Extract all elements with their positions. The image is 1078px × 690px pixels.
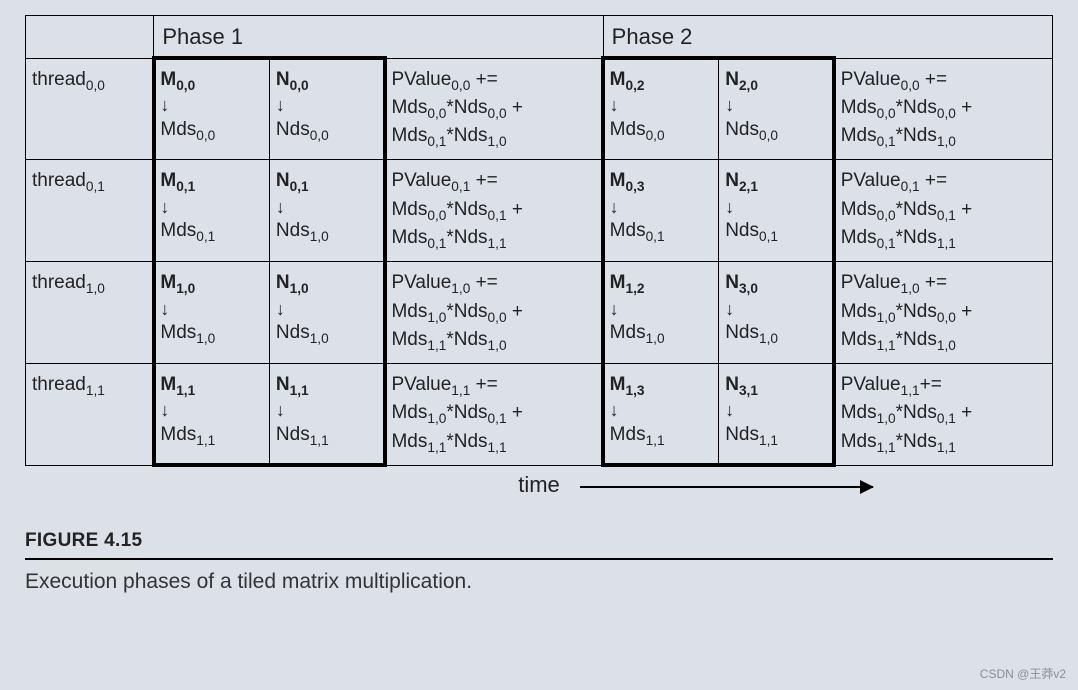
figure-caption: Execution phases of a tiled matrix multi… — [25, 570, 1053, 594]
time-arrow — [580, 486, 873, 488]
phase1-pvalue-cell: PValue0,0 +=Mds0,0*Nds0,0 +Mds0,1*Nds1,0 — [385, 58, 603, 160]
phase1-n-cell: N1,1↓Nds1,1 — [269, 364, 385, 466]
phase2-m-cell: M1,3↓Mds1,1 — [603, 364, 719, 466]
figure-label: FIGURE 4.15 — [25, 530, 1053, 560]
time-axis: time — [25, 472, 1053, 502]
phase2-pvalue-cell: PValue0,0 +=Mds0,0*Nds0,0 +Mds0,1*Nds1,0 — [834, 58, 1052, 160]
phase1-header: Phase 1 — [154, 16, 603, 59]
phase2-n-cell: N2,1↓Nds0,1 — [719, 160, 835, 262]
phase1-m-cell: M1,1↓Mds1,1 — [154, 364, 270, 466]
phase2-n-cell: N2,0↓Nds0,0 — [719, 58, 835, 160]
phase1-pvalue-cell: PValue1,0 +=Mds1,0*Nds0,0 +Mds1,1*Nds1,0 — [385, 262, 603, 364]
phase2-m-cell: M0,3↓Mds0,1 — [603, 160, 719, 262]
thread-label: thread0,0 — [26, 58, 154, 160]
header-blank — [26, 16, 154, 59]
figure-container: Phase 1 Phase 2 thread0,0M0,0↓Mds0,0N0,0… — [25, 15, 1053, 502]
phase1-n-cell: N0,0↓Nds0,0 — [269, 58, 385, 160]
phase2-m-cell: M1,2↓Mds1,0 — [603, 262, 719, 364]
thread-label: thread0,1 — [26, 160, 154, 262]
phase2-pvalue-cell: PValue1,1+=Mds1,0*Nds0,1 +Mds1,1*Nds1,1 — [834, 364, 1052, 466]
phase1-pvalue-cell: PValue1,1 +=Mds1,0*Nds0,1 +Mds1,1*Nds1,1 — [385, 364, 603, 466]
time-label: time — [518, 472, 560, 498]
header-row: Phase 1 Phase 2 — [26, 16, 1053, 59]
phase2-pvalue-cell: PValue0,1 +=Mds0,0*Nds0,1 +Mds0,1*Nds1,1 — [834, 160, 1052, 262]
phase1-pvalue-cell: PValue0,1 +=Mds0,0*Nds0,1 +Mds0,1*Nds1,1 — [385, 160, 603, 262]
watermark: CSDN @王莽v2 — [980, 665, 1066, 682]
table-row: thread0,1M0,1↓Mds0,1N0,1↓Nds1,0PValue0,1… — [26, 160, 1053, 262]
phase2-n-cell: N3,0↓Nds1,0 — [719, 262, 835, 364]
table-row: thread0,0M0,0↓Mds0,0N0,0↓Nds0,0PValue0,0… — [26, 58, 1053, 160]
phase2-n-cell: N3,1↓Nds1,1 — [719, 364, 835, 466]
phase2-header: Phase 2 — [603, 16, 1052, 59]
phase1-n-cell: N1,0↓Nds1,0 — [269, 262, 385, 364]
phase1-m-cell: M0,1↓Mds0,1 — [154, 160, 270, 262]
phase1-n-cell: N0,1↓Nds1,0 — [269, 160, 385, 262]
phase1-m-cell: M0,0↓Mds0,0 — [154, 58, 270, 160]
table-row: thread1,1M1,1↓Mds1,1N1,1↓Nds1,1PValue1,1… — [26, 364, 1053, 466]
phase2-m-cell: M0,2↓Mds0,0 — [603, 58, 719, 160]
table-row: thread1,0M1,0↓Mds1,0N1,0↓Nds1,0PValue1,0… — [26, 262, 1053, 364]
thread-label: thread1,1 — [26, 364, 154, 466]
phase1-m-cell: M1,0↓Mds1,0 — [154, 262, 270, 364]
thread-label: thread1,0 — [26, 262, 154, 364]
phase2-pvalue-cell: PValue1,0 +=Mds1,0*Nds0,0 +Mds1,1*Nds1,0 — [834, 262, 1052, 364]
phases-table: Phase 1 Phase 2 thread0,0M0,0↓Mds0,0N0,0… — [25, 15, 1053, 466]
